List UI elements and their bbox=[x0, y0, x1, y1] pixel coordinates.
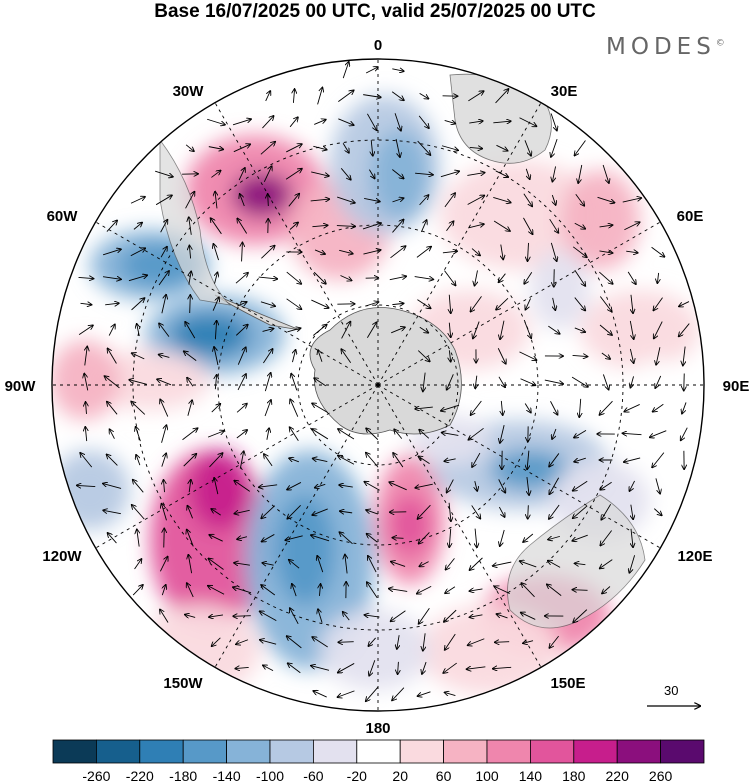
colorbar-label: 60 bbox=[436, 768, 452, 783]
lon-label-120w: 120W bbox=[42, 548, 82, 565]
map-title: Base 16/07/2025 00 UTC, valid 25/07/2025… bbox=[154, 1, 596, 22]
anomaly-region bbox=[420, 605, 560, 695]
map-border bbox=[51, 58, 705, 712]
colorbar-label: 20 bbox=[392, 768, 408, 783]
colorbar-label: 220 bbox=[606, 768, 630, 783]
anomaly-region bbox=[320, 610, 430, 690]
anomaly-region bbox=[440, 160, 600, 270]
colorbar-label: -220 bbox=[126, 768, 154, 783]
colorbar-box bbox=[530, 739, 575, 764]
colorbar-label: 260 bbox=[649, 768, 673, 783]
brand-name: MODES bbox=[606, 34, 716, 60]
lon-label-60w: 60W bbox=[47, 208, 79, 225]
lon-label-150e: 150E bbox=[550, 675, 585, 692]
colorbar-box bbox=[573, 739, 618, 764]
anomaly-region bbox=[170, 313, 250, 357]
map-disc bbox=[52, 59, 704, 711]
colorbar-box bbox=[226, 739, 271, 764]
lon-label-0: 0 bbox=[374, 37, 382, 54]
colorbar-box bbox=[139, 739, 184, 764]
vector-scale-label: 30 bbox=[664, 683, 679, 698]
colorbar-label: -60 bbox=[303, 768, 323, 783]
lon-label-90w: 90W bbox=[5, 378, 37, 395]
colorbar-label: 100 bbox=[475, 768, 499, 783]
colorbar-box bbox=[486, 739, 531, 764]
colorbar-box bbox=[52, 739, 97, 764]
anomaly-region bbox=[190, 450, 250, 530]
colorbar-label: -100 bbox=[256, 768, 284, 783]
colorbar-box bbox=[443, 739, 488, 764]
anomaly-region bbox=[232, 173, 292, 217]
lon-label-60e: 60E bbox=[677, 208, 704, 225]
colorbar-label: 140 bbox=[519, 768, 543, 783]
anomaly-region bbox=[52, 340, 120, 420]
colorbar-label: -20 bbox=[347, 768, 367, 783]
colorbar-box bbox=[312, 739, 358, 764]
lon-label-150w: 150W bbox=[163, 675, 203, 692]
longitude-labels: 0 180 30E 60E 90E 120E 150E 150W 120W 90W 60W 30W bbox=[5, 37, 750, 737]
anomaly-region bbox=[90, 350, 210, 410]
colorbar-box bbox=[616, 739, 662, 764]
colorbar-box bbox=[660, 739, 705, 764]
colorbar-label: 180 bbox=[562, 768, 586, 783]
lon-label-90e: 90E bbox=[723, 378, 750, 395]
colorbar-box bbox=[96, 739, 141, 764]
lon-label-180: 180 bbox=[365, 720, 390, 737]
anomaly-region bbox=[275, 495, 335, 605]
lon-label-30w: 30W bbox=[173, 83, 205, 100]
colorbar-labels: -260 -220 -180 -140 -100 -60 -20 20 60 100 140 180 2… bbox=[82, 768, 672, 783]
wind-vectors bbox=[77, 62, 690, 701]
colorbar-label: -140 bbox=[213, 768, 241, 783]
colorbar-box bbox=[399, 739, 445, 764]
brand-logo: MODES© bbox=[606, 34, 725, 60]
brand-mark: © bbox=[715, 38, 725, 49]
lon-label-120e: 120E bbox=[677, 548, 712, 565]
colorbar-label: -260 bbox=[82, 768, 110, 783]
colorbar-label: -180 bbox=[169, 768, 197, 783]
colorbar-boxes bbox=[52, 739, 705, 764]
colorbar-box bbox=[356, 739, 401, 764]
lon-label-30e: 30E bbox=[551, 83, 578, 100]
colorbar-box bbox=[269, 739, 314, 764]
anomaly-region bbox=[560, 170, 640, 270]
colorbar-box bbox=[182, 739, 227, 764]
